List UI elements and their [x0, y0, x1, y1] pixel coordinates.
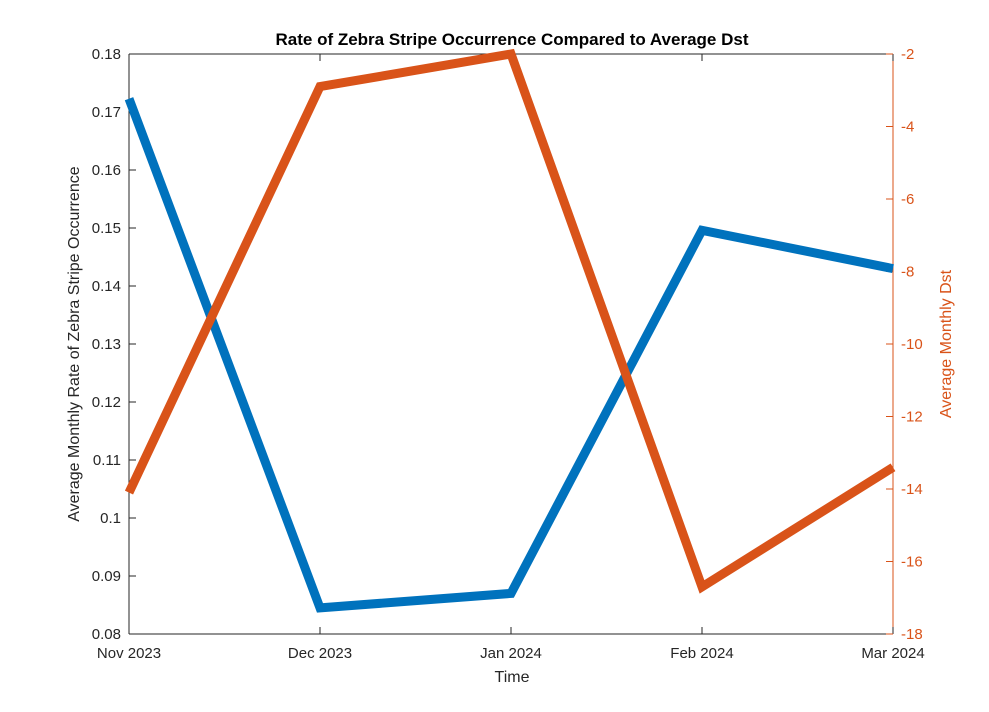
chart-title: Rate of Zebra Stripe Occurrence Compared… [276, 30, 749, 49]
x-axis-label: Time [495, 669, 530, 686]
left-y-tick-label: 0.14 [92, 278, 121, 295]
left-y-tick-label: 0.12 [92, 394, 121, 411]
left-y-tick-label: 0.13 [92, 336, 121, 353]
left-y-tick-label: 0.17 [92, 104, 121, 121]
right-y-tick-label: -6 [901, 191, 914, 208]
left-y-tick-label: 0.18 [92, 46, 121, 63]
zebra-rate-series-line [124, 97, 894, 613]
x-tick-label: Feb 2024 [670, 645, 733, 662]
left-y-tick-label: 0.09 [92, 568, 121, 585]
right-y-tick-label: -16 [901, 554, 923, 571]
right-y-tick-label: -8 [901, 264, 914, 281]
left-y-tick-label: 0.1 [100, 510, 121, 527]
left-y-tick-label: 0.11 [93, 452, 121, 469]
plot-area: Nov 2023 Dec 2023 Jan 2024 Feb 2024 Mar 2024… [92, 46, 925, 662]
right-y-tick-label: -18 [901, 626, 923, 643]
x-tick-label: Mar 2024 [861, 645, 924, 662]
left-y-axis-label: Average Monthly Rate of Zebra Stripe Occ… [66, 166, 83, 522]
left-y-tick-label: 0.16 [92, 162, 121, 179]
dst-series-line [124, 48, 896, 594]
right-y-tick-label: -10 [901, 336, 923, 353]
right-y-tick-label: -2 [901, 46, 914, 63]
right-y-tick-label: -14 [901, 481, 923, 498]
right-y-tick-label: -12 [901, 409, 923, 426]
left-y-tick-label: 0.08 [92, 626, 121, 643]
x-tick-label: Dec 2023 [288, 645, 352, 662]
right-y-tick-label: -4 [901, 119, 914, 136]
x-tick-label: Nov 2023 [97, 645, 161, 662]
right-y-axis-label: Average Monthly Dst [938, 269, 955, 418]
x-tick-label: Jan 2024 [480, 645, 542, 662]
left-y-tick-label: 0.15 [92, 220, 121, 237]
